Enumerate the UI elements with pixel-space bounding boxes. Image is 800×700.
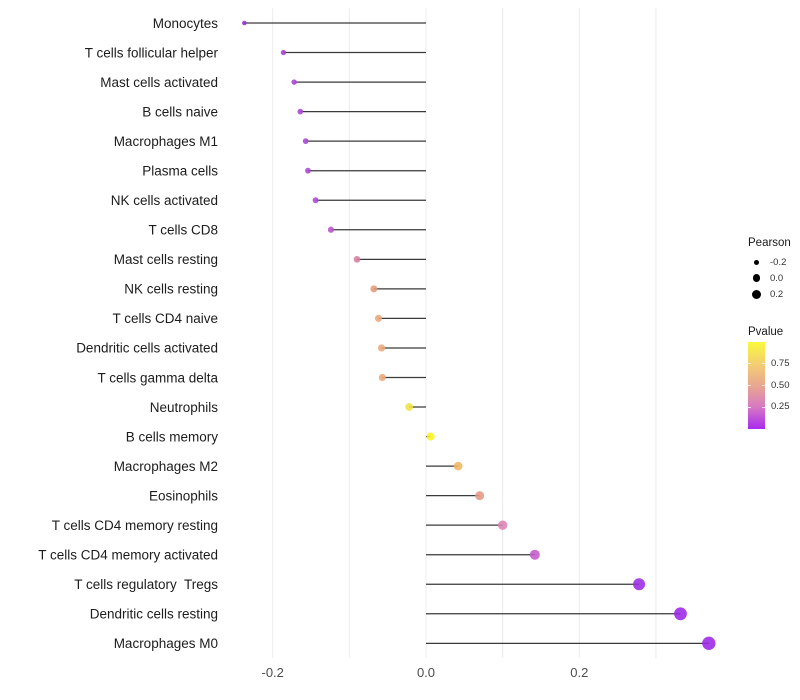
legend-size-dot-large (752, 289, 761, 299)
data-point (291, 79, 297, 85)
data-point (702, 636, 716, 651)
data-point (374, 314, 383, 322)
pearson-legend-title: Pearson (748, 237, 791, 249)
legend-size-cell (748, 274, 765, 282)
y-axis-label: T cells regulatory Tregs (74, 577, 218, 592)
y-axis-label: NK cells activated (111, 193, 218, 208)
pearson-legend-entry: 0.0 (748, 270, 783, 286)
data-point (305, 167, 311, 174)
pearson-legend-entry: -0.2 (748, 254, 786, 270)
data-point (302, 138, 309, 145)
data-point (378, 373, 386, 382)
data-point (405, 403, 413, 411)
legend-size-dot-small (754, 259, 759, 265)
pvalue-bar-tick (762, 407, 765, 408)
data-point (377, 344, 386, 352)
y-axis-label: Macrophages M2 (114, 459, 218, 474)
x-axis-tick-label: -0.2 (261, 665, 283, 680)
pvalue-tick-label: 0.75 (771, 358, 790, 369)
y-axis-label: B cells memory (126, 429, 219, 444)
data-point (475, 491, 485, 501)
legend-size-dot-medium (752, 274, 761, 282)
legend-size-label: 0.2 (770, 288, 784, 300)
y-axis-label: Mast cells resting (114, 252, 218, 267)
data-point (426, 432, 435, 441)
y-axis-label: Neutrophils (150, 400, 219, 415)
legend-size-label: -0.2 (770, 256, 787, 268)
y-axis-label: T cells CD4 naive (112, 311, 218, 326)
data-point (453, 461, 463, 471)
x-axis-tick-label: 0.2 (570, 665, 588, 680)
data-point (353, 255, 361, 263)
data-point (312, 197, 319, 204)
y-axis-label: Eosinophils (149, 488, 218, 503)
y-axis-label: T cells CD8 (148, 223, 218, 238)
pvalue-bar-tick (748, 407, 751, 408)
legend-size-cell (748, 289, 765, 299)
pvalue-tick-label: 0.50 (771, 380, 790, 391)
y-axis-label: Macrophages M0 (114, 636, 218, 651)
y-axis-label: T cells CD4 memory activated (38, 548, 218, 563)
y-axis-label: NK cells resting (124, 282, 218, 297)
y-axis-label: T cells gamma delta (97, 370, 218, 385)
y-axis-label: B cells naive (142, 104, 218, 119)
pvalue-legend-title: Pvalue (748, 326, 784, 338)
y-axis-label: Monocytes (153, 16, 219, 31)
data-point (242, 20, 247, 26)
y-axis-label: Mast cells activated (100, 75, 218, 90)
data-point (529, 549, 540, 560)
y-axis-label: T cells CD4 memory resting (52, 518, 218, 533)
pvalue-bar-tick (748, 363, 751, 364)
y-axis-label: Dendritic cells resting (90, 607, 218, 622)
data-point (674, 607, 687, 621)
legend-size-cell (748, 259, 765, 265)
pvalue-gradient-bar (748, 342, 765, 429)
y-axis-label: T cells follicular helper (85, 45, 219, 60)
pvalue-bar-tick (762, 363, 765, 364)
y-axis-label: Macrophages M1 (114, 134, 218, 149)
pvalue-bar-tick (748, 385, 751, 386)
data-point (327, 226, 335, 233)
data-point (370, 285, 378, 293)
data-point (497, 520, 508, 530)
legend-size-label: 0.0 (770, 272, 784, 284)
pvalue-tick-label: 0.25 (771, 401, 790, 412)
data-point (297, 108, 304, 115)
pearson-legend-entry: 0.2 (748, 286, 783, 302)
data-point (280, 49, 287, 56)
pvalue-bar-tick (762, 385, 765, 386)
x-axis-tick-label: 0.0 (417, 665, 435, 680)
data-point (633, 578, 646, 591)
y-axis-label: Dendritic cells activated (76, 341, 218, 356)
y-axis-label: Plasma cells (142, 164, 218, 179)
